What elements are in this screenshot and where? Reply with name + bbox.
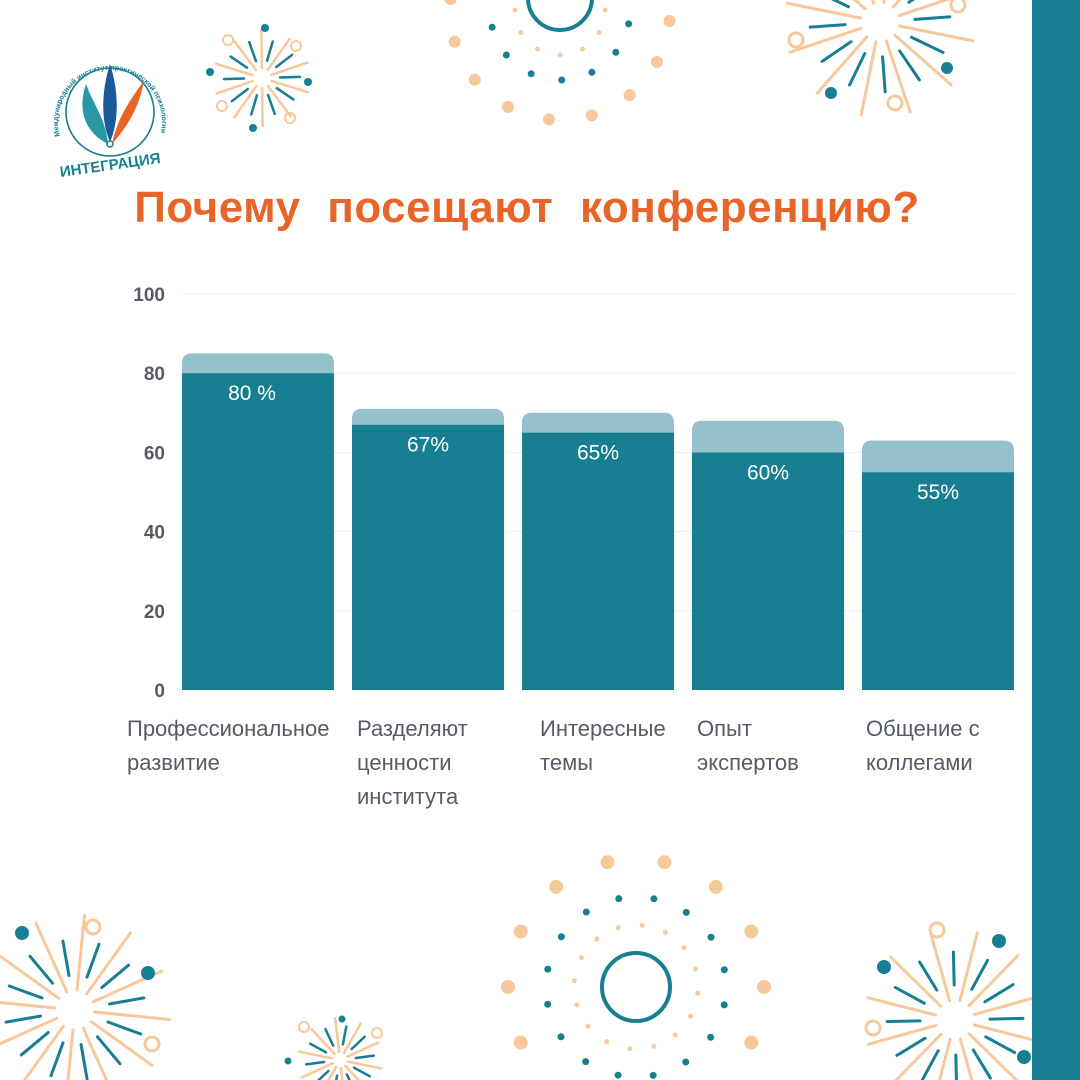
x-category-label: Опыт экспертов: [697, 716, 799, 775]
bar-data-label: 65%: [577, 442, 619, 465]
firework-burst: [222, 40, 302, 116]
decor-ring: [600, 951, 672, 1023]
firework-burst: [297, 1017, 383, 1080]
decor-dot: [825, 87, 837, 99]
bar-top-segment: [522, 412, 674, 433]
y-tick-label: 20: [144, 602, 165, 623]
decor-ring: [864, 1019, 882, 1037]
decor-dot: [284, 1057, 292, 1065]
y-tick-label: 40: [144, 523, 165, 544]
bar-top-segment: [182, 353, 334, 374]
firework-burst: [214, 28, 310, 128]
x-category-label: Общение с коллегами: [866, 716, 980, 775]
firework-burst: [866, 931, 1044, 1080]
institute-logo: Международный институт практической псих…: [48, 44, 169, 178]
firework-dots: [544, 895, 728, 1079]
decor-ring: [371, 1027, 383, 1039]
y-tick-label: 100: [133, 285, 165, 306]
decor-dot: [941, 62, 953, 74]
decor-dot: [206, 68, 214, 76]
firework-dots: [488, 20, 633, 84]
bar: [692, 452, 844, 690]
bar-top-segment: [862, 440, 1014, 473]
decor-ring: [787, 31, 805, 49]
bar: [522, 432, 674, 690]
x-category-label: Профессиональное развитие: [127, 716, 330, 775]
firework-burst: [808, 0, 952, 94]
decor-dot: [261, 24, 269, 32]
decor-ring: [143, 1035, 161, 1053]
firework-burst: [4, 939, 146, 1080]
firework-dots: [444, 0, 676, 126]
side-stripe: [1032, 0, 1080, 1080]
x-category-label: Разделяют ценности института: [357, 716, 468, 809]
bar: [352, 424, 504, 690]
firework-dots: [571, 922, 701, 1052]
firework-burst: [0, 913, 172, 1080]
y-tick-label: 0: [154, 681, 165, 702]
decor-dot: [141, 966, 155, 980]
decor-ring: [284, 112, 296, 124]
firework-dots: [501, 855, 771, 1050]
bar-data-label: 67%: [407, 434, 449, 457]
decor-ring: [84, 918, 102, 936]
decor-ring: [886, 94, 904, 112]
page-title: Почему посещают конференцию?: [134, 183, 920, 232]
decor-ring: [216, 100, 228, 112]
y-tick-label: 60: [144, 443, 165, 464]
decor-dot: [877, 960, 891, 974]
decor-ring: [928, 921, 946, 939]
bar: [182, 373, 334, 690]
x-category-label: Интересные темы: [540, 716, 666, 775]
decor-dot: [1017, 1050, 1031, 1064]
firework-burst: [785, 0, 975, 117]
decor-ring: [222, 34, 234, 46]
bar-data-label: 60%: [747, 461, 789, 484]
decor-ring: [298, 1021, 310, 1033]
bar-data-label: 55%: [917, 481, 959, 504]
bar-data-label: 80 %: [228, 382, 276, 405]
bar: [862, 472, 1014, 690]
decor-dot: [992, 934, 1006, 948]
firework-burst: [885, 950, 1025, 1080]
decor-ring: [949, 0, 967, 14]
decor-dot: [249, 124, 257, 132]
decor-ring: [290, 40, 302, 52]
firework-dots: [512, 7, 608, 58]
firework-burst: [305, 1025, 375, 1080]
decor-dot: [304, 78, 312, 86]
bar-top-segment: [352, 408, 504, 425]
y-tick-label: 80: [144, 364, 165, 385]
decor-ring: [526, 0, 594, 32]
decor-dot: [15, 926, 29, 940]
decor-dot: [338, 1015, 346, 1023]
bar-top-segment: [692, 420, 844, 453]
